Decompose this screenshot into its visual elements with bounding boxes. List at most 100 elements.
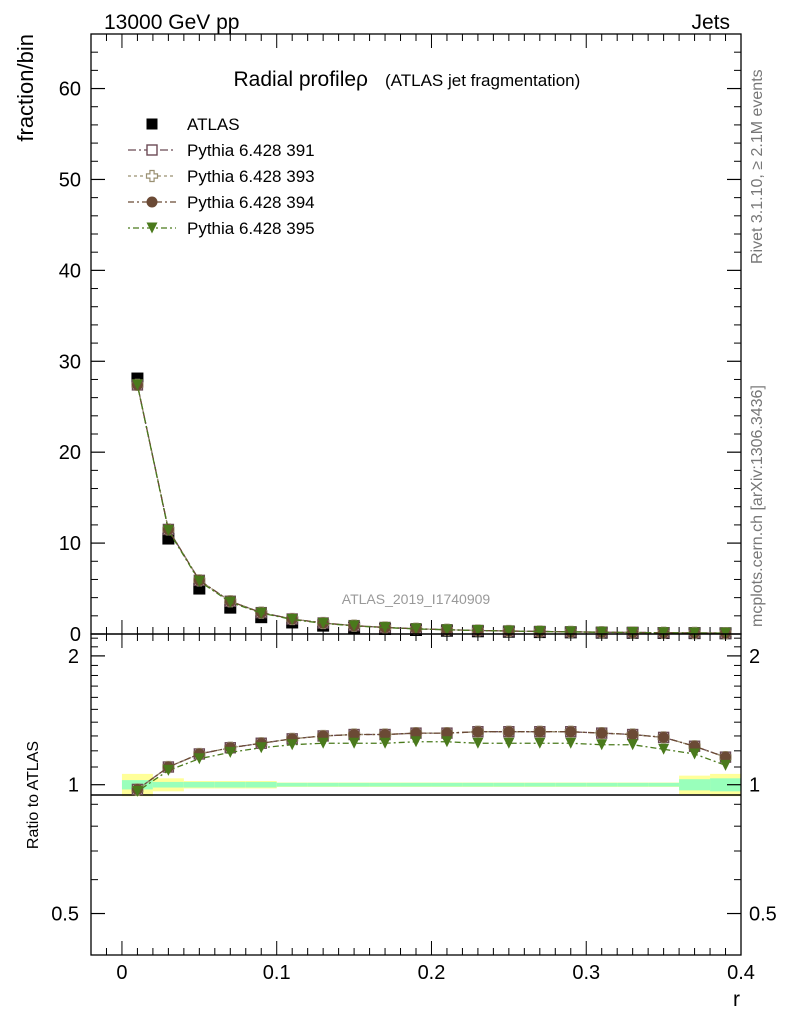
ratio-data-point: [720, 759, 732, 771]
ratio-data-point: [410, 727, 422, 739]
data-point: [410, 623, 422, 635]
uncertainty-band-inner: [710, 778, 741, 792]
ratio-y-axis-label: Ratio to ATLAS: [25, 741, 42, 849]
x-axis-label: r: [733, 988, 740, 1011]
ratio-y-tick-label: 0.5: [51, 904, 79, 926]
ratio-data-point: [627, 739, 639, 751]
legend-marker: [146, 118, 158, 130]
ratio-data-point: [317, 737, 329, 749]
uncertainty-band-inner: [183, 781, 215, 788]
chart-title: Radial profileρ: [233, 68, 368, 91]
ratio-data-point: [658, 743, 670, 755]
data-point: [193, 575, 205, 587]
data-point: [627, 627, 639, 638]
ratio-data-point: [472, 726, 484, 738]
data-point: [503, 625, 515, 637]
x-tick-label: 0.3: [572, 962, 600, 984]
legend-marker: [145, 169, 159, 183]
main-panel: fraction/bin Radial profileρ (ATLAS jet …: [13, 33, 742, 646]
ratio-frame: [90, 633, 742, 956]
ratio-data-point: [410, 736, 422, 748]
legend-label: Pythia 6.428 394: [187, 193, 315, 212]
ratio-data-point: [658, 731, 670, 743]
data-point: [317, 617, 329, 629]
x-tick-label: 0.4: [727, 962, 755, 984]
ratio-data-point: [255, 742, 267, 754]
data-point: [379, 622, 391, 634]
uncertainty-band-inner: [400, 782, 432, 787]
uncertainty-band-inner: [555, 782, 587, 787]
ratio-data-point: [224, 746, 236, 758]
ratio-series-line-3: [137, 741, 726, 792]
ratio-y-tick-label-right: 1: [749, 775, 760, 797]
uncertainty-band-inner: [276, 782, 308, 787]
ratio-data-point: [379, 729, 391, 741]
y-tick-label: 0: [70, 624, 81, 646]
ratio-data-point: [596, 727, 608, 739]
data-point: [224, 596, 236, 608]
legend-label: Pythia 6.428 395: [187, 219, 315, 238]
legend: ATLAS Pythia 6.428 391 Pythia 6.428 393 Pyt…: [128, 115, 315, 238]
data-point: [689, 627, 701, 639]
y-tick-label: 40: [59, 260, 81, 282]
legend-marker: [146, 196, 158, 208]
data-point: [534, 626, 546, 638]
data-point: [472, 625, 484, 637]
legend-label: Pythia 6.428 393: [187, 167, 315, 186]
x-tick-label: 0.2: [418, 962, 446, 984]
ratio-panel: 0.5 0.5 1 1 2 2 0 0.1 0.2 0.3 0.4 Ratio to ATLAS r: [25, 633, 777, 1011]
legend-marker: [146, 222, 158, 234]
y-tick-label: 10: [59, 533, 81, 555]
ratio-data-point: [162, 764, 174, 776]
series-line-4: [136, 384, 726, 634]
main-y-axis-label: fraction/bin: [13, 34, 38, 142]
data-point: [255, 607, 267, 619]
legend-label: Pythia 6.428 391: [187, 141, 315, 160]
x-tick-label: 0.1: [263, 962, 291, 984]
data-point: [720, 627, 732, 639]
ratio-data-point: [441, 727, 453, 739]
y-tick-label: 60: [59, 79, 81, 101]
uncertainty-band-inner: [586, 782, 618, 787]
data-point: [348, 620, 360, 632]
uncertainty-band-inner: [369, 782, 401, 787]
uncertainty-band-inner: [462, 782, 494, 787]
y-tick-label: 50: [59, 169, 81, 191]
data-point: [441, 624, 453, 636]
ratio-data-point: [565, 737, 577, 749]
ratio-data-point: [472, 737, 484, 749]
data-point: [596, 626, 608, 638]
ratio-y-tick-label-right: 0.5: [749, 904, 777, 926]
uncertainty-band-inner: [679, 779, 711, 791]
data-point: [131, 379, 143, 391]
ratio-data-point: [565, 726, 577, 738]
ratio-y-tick-label: 1: [68, 775, 79, 797]
y-tick-label: 30: [59, 351, 81, 373]
chart-subtitle: (ATLAS jet fragmentation): [385, 71, 580, 90]
uncertainty-band-inner: [524, 782, 556, 787]
ratio-data-point: [348, 729, 360, 741]
ratio-data-point: [627, 729, 639, 741]
ratio-data-point: [348, 737, 360, 749]
ratio-data-point: [503, 726, 515, 738]
analysis-watermark: ATLAS_2019_I1740909: [342, 591, 491, 607]
ratio-y-tick-label: 2: [68, 646, 79, 668]
ratio-data-point: [441, 736, 453, 748]
uncertainty-band-inner: [431, 782, 463, 787]
uncertainty-band-inner: [617, 782, 649, 787]
data-point: [658, 627, 670, 639]
mcplots-label: mcplots.cern.ch [arXiv:1306.3436]: [749, 385, 766, 627]
ratio-data-point: [534, 726, 546, 738]
data-point: [162, 524, 174, 536]
legend-marker: [146, 144, 158, 156]
ratio-data-point: [286, 739, 298, 751]
ratio-data-point: [596, 739, 608, 751]
header-category: Jets: [691, 11, 730, 34]
header-process: 13000 GeV pp: [104, 11, 239, 34]
y-tick-label: 20: [59, 442, 81, 464]
uncertainty-band-inner: [152, 781, 184, 788]
uncertainty-band-inner: [648, 782, 680, 787]
x-tick-label: 0: [116, 962, 127, 984]
uncertainty-band-inner: [307, 782, 339, 787]
